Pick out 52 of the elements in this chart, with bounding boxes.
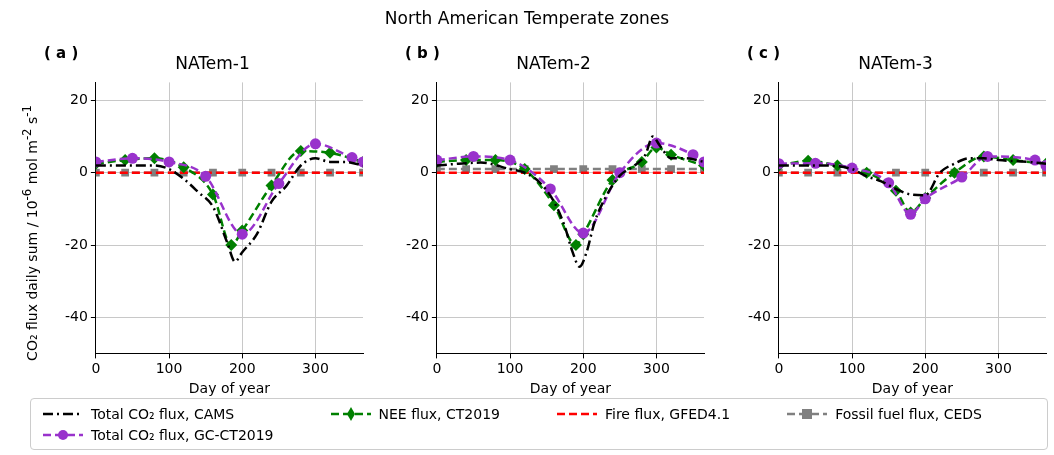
text: ( a ) bbox=[44, 44, 79, 62]
y-tick-label: -20 bbox=[64, 235, 88, 252]
x-tick-label: 300 bbox=[985, 360, 1012, 377]
x-tick-label: 0 bbox=[774, 360, 784, 377]
text: North American Temperate zones bbox=[383, 8, 671, 28]
text: ( c ) bbox=[747, 44, 781, 62]
point bbox=[163, 156, 175, 168]
chart-title: NATem-2 bbox=[516, 52, 591, 73]
x-tick-label: 200 bbox=[228, 360, 256, 377]
y-tick-label: 0 bbox=[761, 163, 771, 180]
y-tick-label: 20 bbox=[753, 91, 771, 108]
point bbox=[309, 138, 321, 150]
y-tick-label: 0 bbox=[419, 163, 429, 180]
point bbox=[956, 171, 968, 183]
y-tick-label: -20 bbox=[405, 235, 429, 252]
point bbox=[200, 170, 212, 182]
point bbox=[504, 154, 516, 166]
y-tick-label: -40 bbox=[747, 307, 771, 324]
point bbox=[467, 150, 479, 162]
x-tick-label: 200 bbox=[911, 360, 939, 377]
x-tick-label: 200 bbox=[569, 360, 597, 377]
point bbox=[225, 239, 238, 251]
legend-label: Fossil fuel flux, CEDS bbox=[835, 405, 982, 422]
line-series bbox=[436, 135, 704, 268]
legend-label: NEE flux, CT2019 bbox=[378, 405, 500, 422]
legend-label: Total CO₂ flux, CAMS bbox=[91, 405, 235, 422]
x-tick-label: 100 bbox=[496, 360, 524, 377]
x-tick-label: 0 bbox=[432, 360, 442, 377]
y-tick-label: -40 bbox=[64, 307, 88, 324]
y-tick-label: 20 bbox=[70, 91, 88, 108]
point bbox=[547, 199, 560, 212]
y-tick-label: -20 bbox=[747, 235, 771, 252]
point bbox=[126, 152, 138, 164]
text: ( b ) bbox=[405, 44, 440, 62]
legend-label: Total CO₂ flux, GC-CT2019 bbox=[91, 426, 274, 443]
point bbox=[569, 239, 582, 251]
chart-title: NATem-3 bbox=[858, 52, 933, 73]
point bbox=[236, 228, 248, 240]
y-tick-label: -40 bbox=[405, 307, 429, 324]
x-tick-label: 100 bbox=[155, 360, 183, 377]
x-axis-title: Day of year bbox=[871, 380, 954, 397]
x-tick-label: 0 bbox=[91, 360, 101, 377]
x-tick-label: 300 bbox=[302, 360, 329, 377]
x-tick-label: 100 bbox=[838, 360, 866, 377]
y-tick-label: 0 bbox=[78, 163, 88, 180]
point bbox=[273, 178, 285, 190]
chart-title: NATem-1 bbox=[175, 52, 250, 73]
legend-label: Fire flux, GFED4.1 bbox=[605, 405, 731, 422]
x-axis-title: Day of year bbox=[529, 380, 612, 397]
x-axis-title: Day of year bbox=[188, 380, 271, 397]
x-tick-label: 300 bbox=[643, 360, 670, 377]
y-tick-label: 20 bbox=[411, 91, 429, 108]
